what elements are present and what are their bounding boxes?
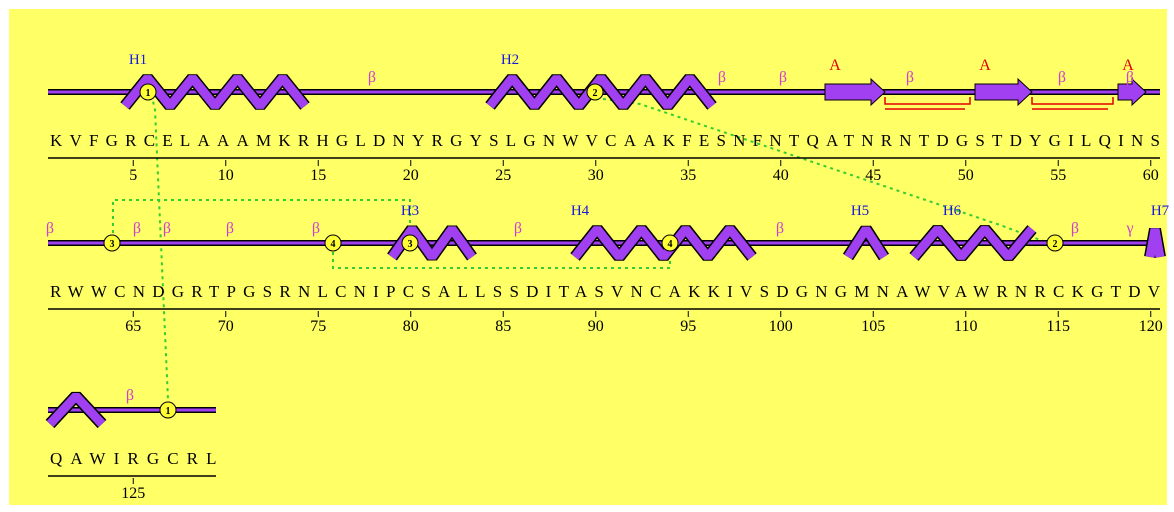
beta-turn-label: β [133, 220, 141, 237]
residue-number: 15 [310, 167, 326, 184]
beta-turn-label: β [906, 69, 914, 86]
beta-turn-label: β [368, 69, 376, 86]
residue-number: 40 [773, 167, 789, 184]
residue-number: 75 [310, 318, 326, 335]
helix-label: H7 [1151, 203, 1170, 219]
beta-turn-label: β [1126, 69, 1134, 86]
residue-number: 25 [495, 167, 511, 184]
residue-number: 70 [218, 318, 234, 335]
beta-turn-label: β [226, 220, 234, 237]
residue-number: 120 [1139, 318, 1163, 335]
residue-number: 55 [1050, 167, 1066, 184]
residue-number: 95 [680, 318, 696, 335]
beta-turn-label: β [46, 220, 54, 237]
residue-number: 35 [680, 167, 696, 184]
residue-number: 85 [495, 318, 511, 335]
helix [1150, 229, 1160, 257]
helix-label: H1 [129, 52, 147, 68]
helix-label: H5 [851, 203, 869, 219]
residue-number: 10 [218, 167, 234, 184]
residue-number: 60 [1143, 167, 1159, 184]
disulfide-number: 3 [408, 239, 413, 250]
gamma-turn-label: γ [1125, 220, 1133, 237]
residue-number: 65 [125, 318, 141, 335]
residue-number: 115 [1047, 318, 1070, 335]
residue-number: 20 [403, 167, 419, 184]
residue-number: 90 [588, 318, 604, 335]
helix-label: H2 [501, 52, 519, 68]
strand-label: A [829, 57, 841, 74]
beta-turn-label: β [126, 387, 134, 404]
residue-number: 100 [769, 318, 793, 335]
beta-turn-label: β [779, 69, 787, 86]
residue-number: 80 [403, 318, 419, 335]
beta-turn-label: β [514, 220, 522, 237]
beta-turn-label: β [163, 220, 171, 237]
beta-turn-label: β [1071, 220, 1079, 237]
residue-number: 105 [861, 318, 885, 335]
sequence: QAWIRGCRL [50, 449, 217, 468]
sequence: KVFGRCELAAAMKRHGLDNYRGYSLGNWVCAAKFESNFNT… [50, 131, 1160, 150]
beta-turn-label: β [312, 220, 320, 237]
disulfide-number: 1 [146, 88, 151, 99]
topology-diagram: H1H2AAAββββββ12KVFGRCELAAAMKRHGLDNYRGYSL… [0, 0, 1174, 512]
disulfide-number: 3 [110, 239, 115, 250]
residue-number: 110 [954, 318, 977, 335]
helix-label: H4 [571, 203, 590, 219]
disulfide-number: 4 [331, 239, 336, 250]
residue-number: 30 [588, 167, 604, 184]
helix-label: H3 [401, 203, 419, 219]
beta-turn-label: β [1058, 69, 1066, 86]
residue-number: 5 [129, 167, 137, 184]
beta-turn-label: β [718, 69, 726, 86]
disulfide-number: 2 [593, 88, 598, 99]
disulfide-number: 1 [166, 406, 171, 417]
residue-number: 125 [121, 485, 145, 502]
helix-label: H6 [943, 203, 962, 219]
residue-number: 50 [958, 167, 974, 184]
strand-label: A [979, 57, 991, 74]
residue-number: 45 [865, 167, 881, 184]
disulfide-number: 4 [668, 239, 673, 250]
beta-turn-label: β [776, 220, 784, 237]
disulfide-number: 2 [1053, 239, 1058, 250]
